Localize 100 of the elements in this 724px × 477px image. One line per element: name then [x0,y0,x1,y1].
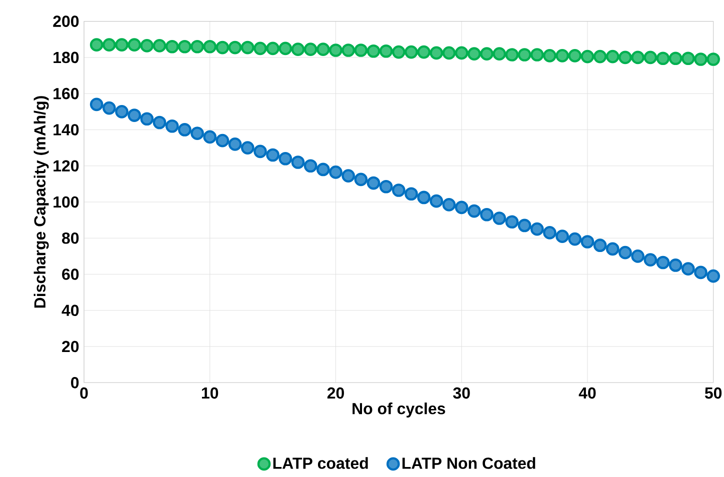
point [329,43,342,57]
point [530,222,544,236]
point [178,122,192,136]
y-tick-label: 100 [54,196,79,208]
y-tick-label: 40 [62,304,79,316]
point [568,232,582,246]
point [492,47,506,60]
point [454,46,468,60]
point [518,48,532,62]
point [644,50,658,64]
x-tick-label: 0 [80,387,88,399]
point [165,119,179,133]
legend-label: LATP coated [273,457,368,469]
point [606,50,620,64]
point [593,50,607,64]
point [266,42,280,55]
point [606,242,620,256]
y-tick-label: 120 [54,160,79,172]
point [668,52,682,65]
point [90,98,104,111]
point [165,40,179,54]
point [530,48,544,62]
point [468,204,481,218]
point [593,238,607,252]
point [228,40,242,54]
point [240,40,254,54]
point [580,234,594,248]
point [266,148,280,162]
y-tick-label: 140 [54,124,79,136]
point [291,42,305,56]
point [216,134,230,148]
point [656,256,670,270]
x-tick-label: 10 [202,387,218,399]
y-axis-title: Discharge Capacity (mAh/g) [34,96,49,308]
point [505,48,519,62]
point [379,180,393,194]
point [128,108,142,122]
point [329,165,342,179]
point [203,40,217,54]
y-tick-label: 0 [71,376,79,388]
point [291,155,305,169]
point [190,126,204,140]
x-tick-label: 30 [453,387,470,399]
point [631,50,644,64]
point [442,46,456,60]
point [366,44,380,58]
point [128,38,142,52]
x-tick-label: 40 [578,387,596,399]
point [468,47,481,60]
point [618,246,632,260]
point [618,50,632,64]
point [216,40,230,54]
y-tick-label: 160 [54,88,79,100]
point [379,44,393,58]
point [631,249,644,263]
point [543,226,556,240]
point [304,42,318,56]
point [102,38,116,52]
point [152,38,166,52]
point [342,43,355,57]
point [404,45,418,59]
point [354,43,368,57]
point [518,218,532,232]
x-axis-title: No of cycles [352,402,446,418]
point [90,38,104,52]
point [115,38,128,52]
point [492,211,506,225]
point [228,137,242,151]
point [152,116,166,130]
point [505,215,519,228]
point [656,52,670,65]
point [254,42,267,55]
point [480,47,494,60]
point [404,187,418,200]
point [140,38,154,52]
point [430,194,444,208]
point [417,190,431,204]
point [316,162,330,176]
point [556,229,569,243]
point [254,144,267,158]
point [430,46,444,60]
y-tick-label: 60 [62,268,79,280]
point [480,208,494,222]
point [115,104,128,118]
y-tick-label: 80 [62,232,79,244]
point [668,258,682,272]
point [644,252,658,266]
point [354,172,368,186]
point [342,168,355,182]
point [316,42,330,56]
y-tick-label: 200 [53,16,79,27]
point [392,45,406,59]
point [140,112,154,126]
point [278,152,292,166]
point [102,101,116,115]
point [240,140,254,154]
point [278,42,292,55]
point [543,48,556,62]
point [580,50,594,64]
point [417,45,431,59]
